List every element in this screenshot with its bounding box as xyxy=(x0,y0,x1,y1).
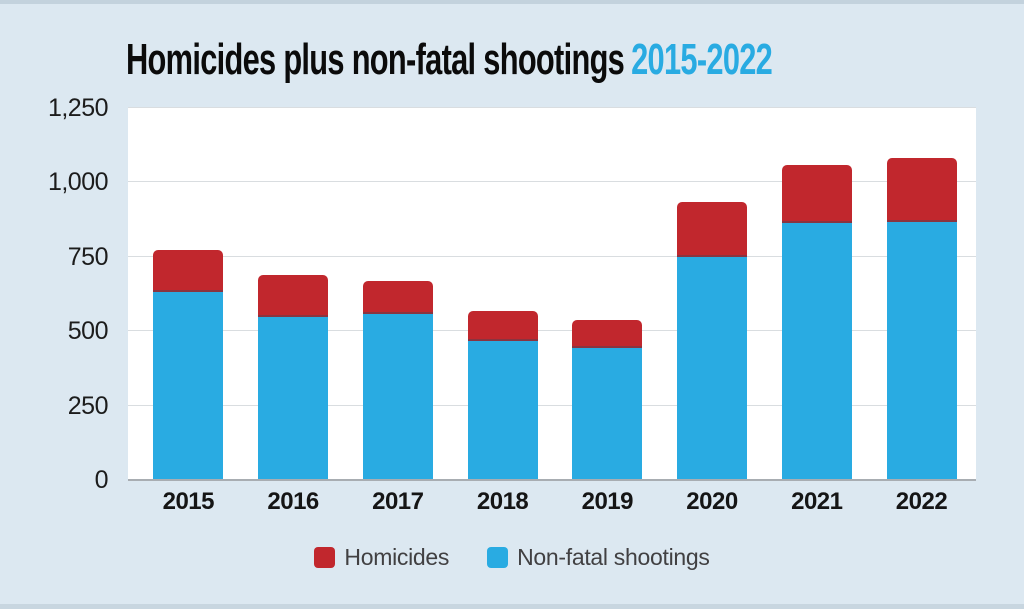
bar-2017-homicides-segment xyxy=(362,281,433,314)
bar-2016-homicides-segment xyxy=(258,275,329,317)
bar-2021 xyxy=(781,165,852,479)
chart-title-years: 2015-2022 xyxy=(631,35,773,84)
legend-swatch-homicides-icon xyxy=(314,546,336,568)
bar-2020-homicides-segment xyxy=(677,202,747,258)
bar-2019-nonfatal-shootings-segment xyxy=(572,348,643,479)
bar-2018-nonfatal-shootings-segment xyxy=(467,340,538,479)
x-tick-label-2017: 2017 xyxy=(372,488,424,515)
bar-2021-nonfatal-shootings-segment xyxy=(781,223,852,479)
chart-title-main: Homicides plus non-fatal shootings xyxy=(126,35,625,84)
top-edge-strip xyxy=(0,0,1024,4)
y-tick-label-1000: 1,000 xyxy=(47,168,109,197)
y-tick-label-750: 750 xyxy=(67,242,109,271)
legend-swatch-non-fatal-shootings-icon xyxy=(487,546,509,568)
y-tick-label-0: 0 xyxy=(94,466,109,494)
bar-2019 xyxy=(572,319,643,479)
x-tick-label-2016: 2016 xyxy=(267,488,319,515)
legend: Homicides Non-fatal shootings xyxy=(0,545,1024,569)
bar-2017 xyxy=(362,281,433,479)
bar-2019-homicides-segment xyxy=(572,319,643,349)
x-tick-label-2015: 2015 xyxy=(162,488,215,515)
y-tick-label-250: 250 xyxy=(67,391,109,420)
bar-2022-homicides-segment xyxy=(886,157,957,222)
bar-2015-homicides-segment xyxy=(153,249,224,292)
plot-area xyxy=(128,107,976,481)
bar-2020-nonfatal-shootings-segment xyxy=(677,257,747,479)
gridline-1000 xyxy=(128,181,976,183)
y-tick-label-500: 500 xyxy=(67,317,109,346)
legend-label: Homicides xyxy=(344,544,450,570)
bar-2015-nonfatal-shootings-segment xyxy=(153,291,224,479)
bar-2021-homicides-segment xyxy=(781,165,852,223)
bar-2018 xyxy=(467,310,538,479)
gridline-250 xyxy=(128,404,976,406)
bar-2022 xyxy=(886,157,957,479)
gridline-750 xyxy=(128,255,976,257)
bar-2016-nonfatal-shootings-segment xyxy=(258,316,329,479)
chart-title: Homicides plus non-fatal shootings 2015-2… xyxy=(126,35,773,84)
bottom-edge-strip xyxy=(0,604,1024,609)
x-tick-label-2018: 2018 xyxy=(476,488,529,515)
legend-item-homicides: Homicides xyxy=(314,545,449,569)
gridline-500 xyxy=(128,330,976,332)
bar-2015 xyxy=(153,249,224,479)
x-tick-label-2021: 2021 xyxy=(791,488,843,515)
legend-item-non-fatal-shootings: Non-fatal shootings xyxy=(487,544,710,570)
x-tick-label-2020: 2020 xyxy=(686,488,738,515)
bar-2022-nonfatal-shootings-segment xyxy=(886,221,957,479)
bar-2016 xyxy=(258,275,329,479)
bar-2017-nonfatal-shootings-segment xyxy=(362,313,433,479)
gridline-1250 xyxy=(128,107,976,108)
x-tick-label-2022: 2022 xyxy=(895,488,948,515)
legend-label: Non-fatal shootings xyxy=(517,544,710,570)
bar-2020 xyxy=(677,202,747,479)
bar-2018-homicides-segment xyxy=(467,310,538,341)
y-tick-label-1250: 1,250 xyxy=(47,94,109,122)
x-tick-label-2019: 2019 xyxy=(581,488,634,515)
